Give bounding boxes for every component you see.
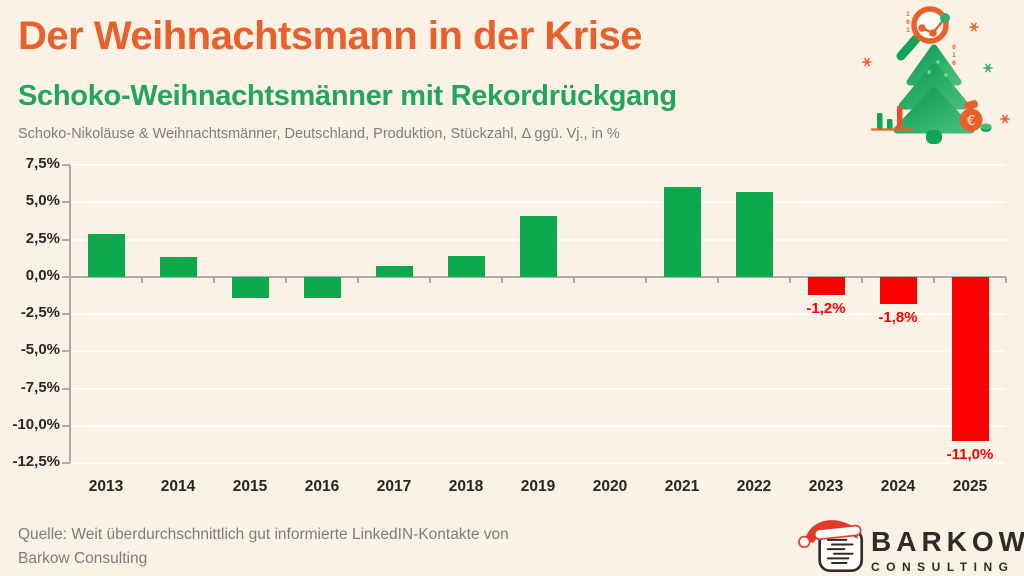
x-axis-tick (357, 276, 359, 283)
x-axis-label: 2013 (88, 478, 124, 495)
chart-subtitle: Schoko-Weihnachtsmänner mit Rekordrückga… (18, 80, 677, 112)
y-axis-label: -12,5% (12, 453, 60, 470)
santa-hat-icon (798, 520, 862, 549)
x-axis-label: 2022 (736, 478, 772, 495)
bar-2024 (879, 276, 917, 304)
x-axis-tick (213, 276, 215, 283)
chart-caption: Schoko-Nikoläuse & Weihnachtsmänner, Deu… (18, 126, 620, 142)
svg-text:0: 0 (952, 59, 956, 67)
y-axis-label: -7,5% (20, 378, 60, 396)
svg-text:€: € (967, 114, 975, 129)
page-title: Der Weihnachtsmann in der Krise (18, 14, 642, 58)
gridline (70, 201, 1006, 204)
svg-text:0: 0 (952, 43, 956, 51)
source-note: Quelle: Weit überdurchschnittlich gut in… (18, 523, 638, 571)
binary-digits-icon: 101 010 (906, 10, 956, 67)
bar-2017 (375, 266, 413, 277)
gridline (70, 387, 1006, 390)
barkow-logo: BARKOW CONSULTING (793, 514, 1024, 574)
x-axis-tick (429, 276, 431, 283)
y-axis-label: -2,5% (20, 304, 60, 321)
y-axis-tick (62, 275, 70, 278)
x-axis-tick (285, 276, 287, 283)
y-axis-label: 7,5% (25, 155, 60, 172)
logo-name: BARKOW (871, 526, 1024, 557)
x-axis-tick (645, 276, 647, 283)
y-axis-tick (62, 424, 70, 427)
gridline (70, 313, 1006, 315)
document-lines-icon (798, 520, 864, 572)
svg-text:1: 1 (906, 10, 910, 18)
x-axis-label: 2020 (592, 478, 628, 495)
x-axis-tick (933, 276, 935, 283)
x-axis-tick (789, 276, 791, 283)
tree-trunk (926, 130, 942, 144)
gridline (70, 164, 1006, 166)
x-axis-label: 2024 (880, 478, 916, 495)
x-axis-label: 2015 (232, 478, 268, 495)
money-bag-euro-icon: € (959, 100, 992, 132)
gridline (70, 462, 1006, 464)
bar-2025 (951, 276, 989, 441)
y-axis-label: 2,5% (25, 229, 60, 247)
source-line-1: Quelle: Weit überdurchschnittlich gut in… (18, 526, 509, 543)
christmas-tree-icon (893, 44, 975, 134)
snowflake-icon (862, 22, 1010, 124)
x-axis-line (70, 275, 1006, 278)
y-axis-tick (62, 462, 70, 464)
magnifier-chart-icon (896, 6, 950, 61)
x-axis-tick (861, 276, 863, 283)
x-axis-label: 2018 (448, 478, 484, 495)
christmas-illustration: 101 010 € (862, 6, 1010, 144)
x-axis-tick (141, 276, 143, 283)
logo-text: BARKOW CONSULTING (871, 526, 1024, 574)
bar-2015 (231, 276, 269, 298)
logo-subtitle: CONSULTING (871, 560, 1015, 574)
source-line-2: Barkow Consulting (18, 550, 148, 567)
tree-ornaments (927, 60, 948, 77)
x-axis-tick (69, 276, 71, 283)
y-axis-tick (62, 238, 70, 241)
bar-2016 (303, 276, 341, 298)
gridline (70, 424, 1006, 427)
svg-text:1: 1 (906, 26, 910, 34)
y-axis-tick (62, 387, 70, 390)
bar-2023 (807, 276, 845, 295)
mini-bar-chart-icon (870, 106, 914, 131)
bar-2013 (87, 233, 125, 277)
bar-2022 (735, 191, 773, 277)
x-axis-label: 2014 (160, 478, 196, 495)
y-axis-line (69, 165, 71, 463)
x-axis-label: 2025 (952, 478, 988, 495)
x-axis-label: 2021 (664, 478, 700, 495)
gridline (70, 350, 1006, 353)
svg-text:1: 1 (952, 51, 956, 59)
x-axis-tick (501, 276, 503, 283)
bar-2014 (159, 257, 197, 277)
svg-text:0: 0 (906, 18, 910, 26)
x-axis-label: 2017 (376, 478, 412, 495)
bar-value-label: -1,2% (806, 299, 846, 317)
bar-2018 (447, 255, 485, 277)
x-axis-tick (717, 276, 719, 283)
y-axis-tick (62, 164, 70, 166)
x-axis-tick (573, 276, 575, 283)
y-axis-label: 0,0% (25, 266, 60, 284)
bar-value-label: -11,0% (946, 445, 994, 463)
bar-2019 (519, 215, 557, 277)
y-axis-label: 5,0% (25, 192, 60, 210)
y-axis-tick (62, 350, 70, 353)
x-axis-label: 2016 (304, 478, 340, 495)
x-axis-label: 2019 (520, 478, 556, 495)
bar-value-label: -1,8% (878, 308, 918, 326)
x-axis-tick (1005, 276, 1007, 283)
x-axis-label: 2023 (808, 478, 844, 495)
y-axis-label: -5,0% (20, 341, 60, 359)
y-axis-tick (62, 313, 70, 315)
y-axis-tick (62, 201, 70, 204)
y-axis-label: -10,0% (12, 415, 60, 433)
bar-2021 (663, 187, 701, 277)
